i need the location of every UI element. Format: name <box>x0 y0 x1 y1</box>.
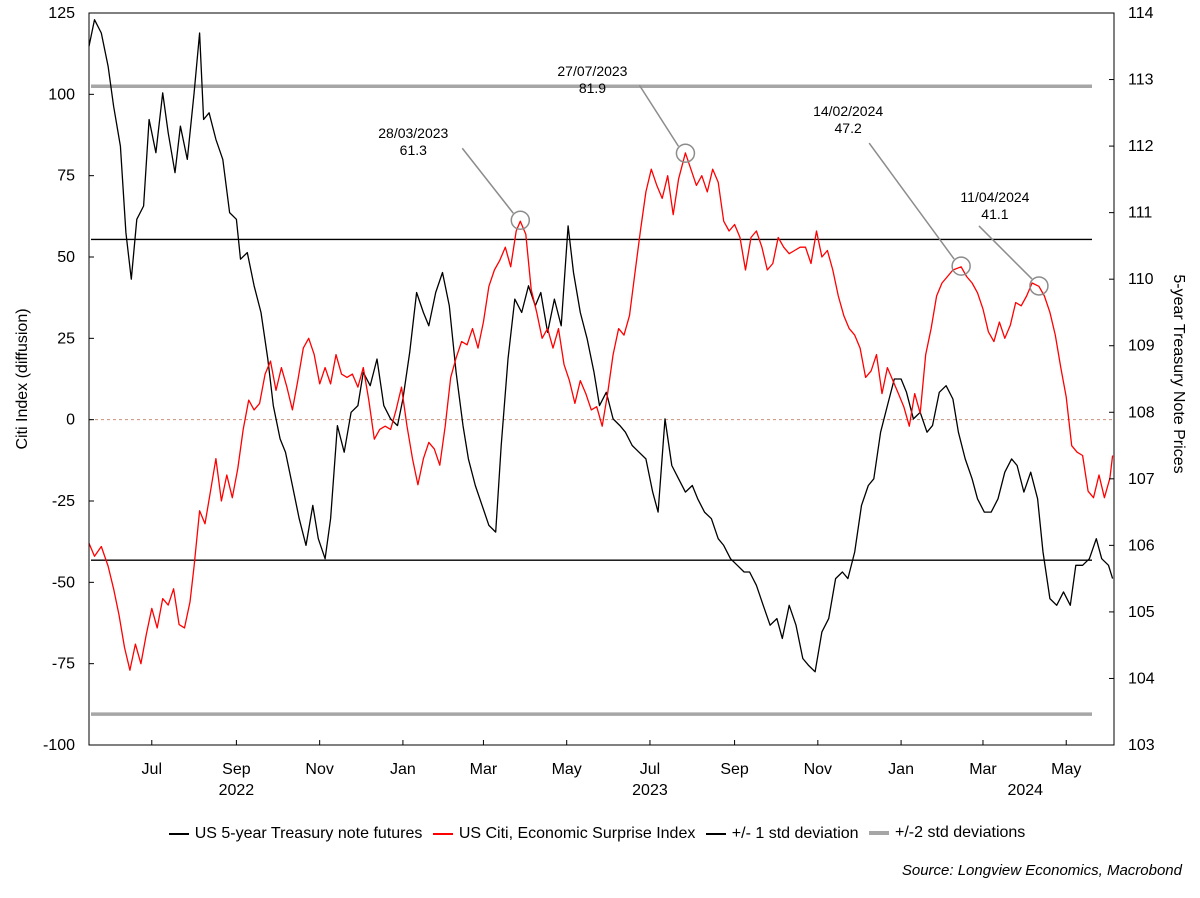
x-year-label: 2023 <box>632 782 668 799</box>
right-tick-label: 109 <box>1128 338 1155 355</box>
left-tick-label: 125 <box>48 5 75 22</box>
annotation-value: 41.1 <box>981 206 1008 222</box>
legend-item-surprise-index[interactable]: US Citi, Economic Surprise Index <box>432 825 696 843</box>
right-tick-label: 113 <box>1128 72 1154 89</box>
legend-item-treasury[interactable]: US 5-year Treasury note futures <box>168 825 423 843</box>
chart-canvas: 125 100 75 50 25 0 -25 -50 -75 -100 114 113 112 111 11… <box>14 5 1187 799</box>
annotation-leader <box>978 225 1033 280</box>
legend-label-treasury: US 5-year Treasury note futures <box>194 825 423 842</box>
annotation-marker[interactable] <box>510 210 531 230</box>
right-tick-label: 111 <box>1128 205 1152 222</box>
annotation-value: 47.2 <box>835 120 862 136</box>
right-tick-label: 107 <box>1128 471 1155 488</box>
right-tick-label: 103 <box>1128 737 1155 754</box>
legend-item-1-std[interactable]: +/- 1 std deviation <box>705 825 859 843</box>
legend-swatch-surprise-index <box>432 833 453 835</box>
x-month-label: Jan <box>888 761 914 778</box>
annotation-leader <box>868 142 955 260</box>
right-tick-label: 108 <box>1128 404 1155 421</box>
x-month-label: Nov <box>804 761 832 778</box>
annotation-value: 61.3 <box>400 142 427 158</box>
right-tick-label: 106 <box>1128 537 1155 554</box>
annotation-date: 28/03/2023 <box>378 125 448 141</box>
left-tick-label: 75 <box>57 168 75 185</box>
right-tick-label: 105 <box>1128 604 1155 621</box>
treasury-futures-line <box>88 19 1114 673</box>
series-layer <box>88 19 1114 716</box>
legend-swatch-treasury <box>168 833 189 835</box>
x-month-label: May <box>1051 761 1081 778</box>
annotation-date: 11/04/2024 <box>960 189 1029 205</box>
x-month-label: Jul <box>640 761 660 778</box>
legend-label-surprise-index: US Citi, Economic Surprise Index <box>458 825 696 842</box>
left-tick-label: 0 <box>66 412 75 429</box>
x-month-label: Mar <box>470 761 498 778</box>
x-month-label: Jul <box>142 761 162 778</box>
x-year-label: 2024 <box>1007 782 1043 799</box>
left-tick-label: 50 <box>57 249 75 266</box>
legend: US 5-year Treasury note futures US Citi,… <box>0 822 1200 843</box>
legend-item-2-std[interactable]: +/-2 std deviations <box>869 824 1025 842</box>
left-tick-label: -75 <box>52 656 75 673</box>
x-month-label: Jan <box>390 761 416 778</box>
left-tick-label: -100 <box>43 737 75 754</box>
x-month-label: Nov <box>305 761 333 778</box>
legend-label-2-std: +/-2 std deviations <box>895 824 1026 841</box>
legend-swatch-2-std <box>869 831 889 835</box>
right-tick-label: 104 <box>1128 670 1155 687</box>
y-axis-left-title: Citi Index (diffusion) <box>14 308 31 449</box>
annotation-date: 27/07/2023 <box>557 63 627 79</box>
x-month-label: Mar <box>969 761 997 778</box>
legend-swatch-1-std <box>705 833 726 835</box>
plot-frame <box>88 12 1115 746</box>
annotation-value: 81.9 <box>579 80 606 96</box>
legend-label-1-std: +/- 1 std deviation <box>731 825 859 842</box>
source-note: Source: Longview Economics, Macrobond <box>901 862 1182 879</box>
annotation-date: 14/02/2024 <box>813 103 883 119</box>
x-month-label: May <box>552 761 582 778</box>
annotation-leader <box>638 84 680 147</box>
left-tick-label: -50 <box>52 574 75 591</box>
x-month-label: Sep <box>720 761 749 778</box>
right-tick-label: 114 <box>1128 5 1154 22</box>
annotation-marker[interactable] <box>951 256 971 276</box>
axes-layer: 125 100 75 50 25 0 -25 -50 -75 -100 114 113 112 111 11… <box>14 5 1187 799</box>
annotation-marker[interactable] <box>675 143 696 163</box>
surprise-index-line <box>88 152 1114 671</box>
y-axis-right-title: 5-year Treasury Note Prices <box>1170 274 1187 473</box>
left-tick-label: -25 <box>52 493 75 510</box>
right-tick-label: 110 <box>1128 271 1154 288</box>
annotation-leader <box>461 147 514 214</box>
right-tick-label: 112 <box>1128 138 1154 155</box>
annotation-marker[interactable] <box>1029 276 1049 296</box>
left-tick-label: 25 <box>57 330 75 347</box>
left-tick-label: 100 <box>48 86 75 103</box>
x-month-label: Sep <box>222 761 251 778</box>
x-year-label: 2022 <box>219 782 255 799</box>
